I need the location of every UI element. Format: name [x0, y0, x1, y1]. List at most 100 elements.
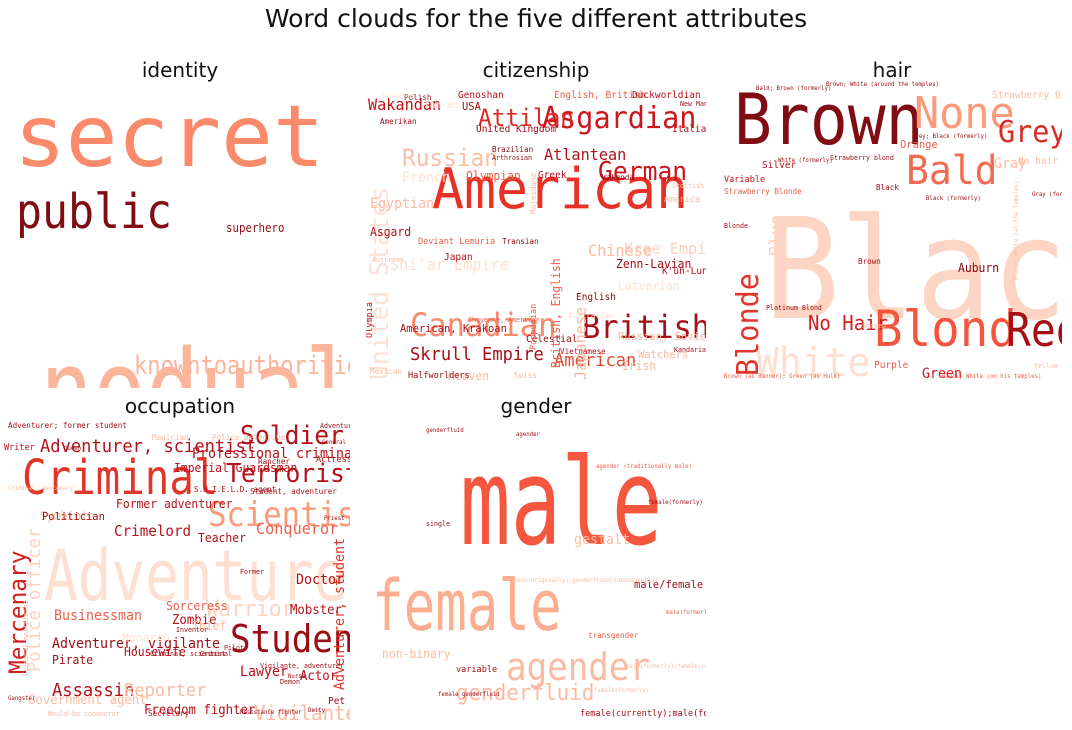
- word-occupation-63: Priest: [324, 516, 345, 522]
- word-occupation-27: Teacher: [198, 531, 246, 545]
- word-citizenship-23: Russian, Soviet: [618, 330, 706, 343]
- panel-title-hair: hair: [872, 58, 912, 82]
- word-citizenship-20: Zenn-Lavian: [616, 257, 691, 271]
- word-hair-15: Strawberry Blond: [992, 90, 1062, 101]
- word-citizenship-30: Heaven: [448, 369, 489, 383]
- word-occupation-6: Soldier: [240, 420, 344, 450]
- word-identity-1: nodual: [40, 328, 350, 388]
- word-hair-2: Blond: [874, 301, 1017, 358]
- word-gender-1: female: [372, 566, 562, 647]
- word-hair-26: Platinum Blond: [766, 304, 822, 312]
- panel-title-citizenship: citizenship: [482, 58, 590, 82]
- word-gender-17: male(originally);genderfluid(subsequentl…: [514, 578, 658, 584]
- word-citizenship-40: Poppupian: [529, 304, 539, 350]
- word-occupation-9: Warrior: [206, 597, 294, 623]
- word-occupation-3: Scientist: [208, 494, 350, 534]
- word-citizenship-4: German: [598, 155, 687, 186]
- word-occupation-28: Sorceress: [166, 599, 228, 613]
- word-occupation-52: Vigilante, adventurer: [260, 662, 344, 670]
- word-hair-16: Purple: [874, 360, 908, 371]
- word-occupation-50: Criminal: [200, 650, 232, 658]
- wordcloud-hair: BlackBrownBlondRedWhiteBlondeNoneBaldGre…: [722, 80, 1062, 380]
- word-citizenship-49: Polish: [404, 93, 431, 102]
- wordcloud-identity: secret nodual public knowntoauthorities supe…: [10, 88, 350, 388]
- word-hair-8: Grey: [998, 114, 1062, 149]
- word-hair-3: Red: [1006, 304, 1062, 358]
- word-occupation-32: Government agent: [28, 692, 147, 707]
- word-citizenship-9: American: [554, 351, 636, 372]
- word-citizenship-6: Russian: [402, 143, 498, 172]
- word-citizenship-8: Skrull Empire: [410, 345, 544, 366]
- word-gender-16: female genderfluid: [438, 692, 500, 698]
- word-citizenship-42: Halfworlders: [408, 371, 470, 381]
- word-identity-2: public: [16, 184, 172, 240]
- word-occupation-2: Student: [230, 616, 350, 661]
- word-citizenship-21: Latverian: [618, 279, 680, 293]
- word-hair-21: Strawberry Blonde: [724, 187, 802, 196]
- word-occupation-13: Police officer: [25, 528, 46, 672]
- word-citizenship-15: Chinese: [588, 242, 652, 260]
- word-hair-20: Brown: [858, 257, 881, 266]
- figure-title: Word clouds for the five different attri…: [264, 4, 808, 33]
- word-hair-13: Gray: [994, 156, 1026, 172]
- word-hair-0: Black: [764, 189, 1062, 352]
- word-gender-4: gestalt: [574, 532, 630, 548]
- word-occupation-21: Imperial Guardsman: [174, 461, 297, 475]
- word-occupation-11: Assassin: [52, 681, 134, 702]
- word-hair-23: Shaved: [862, 322, 886, 330]
- word-occupation-46: Inventor: [176, 626, 208, 634]
- word-occupation-24: Freedom fighter: [144, 702, 256, 717]
- word-occupation-20: Doctor: [296, 572, 344, 588]
- word-citizenship-10: Wakandan: [368, 96, 441, 114]
- word-gender-9: transgender: [588, 631, 639, 640]
- word-occupation-49: Deity: [308, 708, 326, 714]
- word-hair-19: Variable: [724, 175, 765, 185]
- word-citizenship-26: Irish: [622, 359, 656, 373]
- word-citizenship-24: Italian: [672, 124, 706, 135]
- word-gender-6: male/female: [634, 578, 703, 591]
- word-occupation-54: Former: [240, 568, 264, 576]
- word-occupation-43: S.H.I.E.L.D. agent: [194, 485, 276, 494]
- word-citizenship-34: Vietnamese: [560, 347, 606, 356]
- word-hair-22: Yellow: [1034, 362, 1059, 370]
- word-occupation-15: Adventurer, vigilante: [52, 636, 220, 652]
- word-gender-13: female(formerly): [648, 500, 703, 506]
- word-occupation-56: Adventurer: [320, 422, 350, 430]
- word-citizenship-55: Scottish: [672, 182, 704, 190]
- word-gender-0: male: [460, 434, 662, 573]
- word-citizenship-27: Greek: [538, 170, 567, 181]
- word-citizenship-35: Transian: [502, 237, 539, 246]
- word-occupation-39: Police Detective: [212, 433, 285, 442]
- word-citizenship-41: Olympia: [366, 302, 375, 338]
- word-occupation-31: Housewife: [124, 645, 186, 659]
- word-citizenship-46: Swiss: [514, 371, 537, 380]
- word-occupation-62: Criminal, mercenary: [8, 486, 74, 492]
- word-hair-11: Green: [922, 366, 962, 380]
- word-occupation-4: Mercenary: [4, 551, 32, 674]
- word-gender-14: male(formerly);female(currently): [666, 610, 706, 616]
- word-gender-12: agender (traditionally male): [596, 464, 692, 470]
- word-occupation-22: Former adventurer: [116, 497, 233, 511]
- word-citizenship-28: Olympian: [466, 169, 521, 183]
- word-hair-31: Black; White (on his temples): [942, 374, 1041, 380]
- word-occupation-1: Criminal: [22, 450, 218, 506]
- word-hair-6: None: [914, 88, 1015, 139]
- word-gender-2: agender: [506, 644, 650, 689]
- word-citizenship-16: British, English: [549, 258, 563, 368]
- word-occupation-0: Adventurer: [44, 535, 350, 617]
- word-occupation-5: Terrorist: [226, 457, 350, 488]
- word-gender-5: non-binary: [382, 647, 451, 661]
- word-citizenship-54: New Man: [680, 100, 706, 108]
- word-occupation-45: Student, adventurer: [250, 487, 337, 496]
- word-occupation-16: Crimelord: [114, 523, 191, 540]
- word-citizenship-38: Duckworldian: [632, 90, 701, 101]
- word-occupation-29: Symbiote: [40, 509, 95, 523]
- wordcloud-gender: malefemaleagendergenderfluidgestaltnon-b…: [366, 420, 706, 720]
- word-occupation-37: Writer: [4, 443, 35, 453]
- word-hair-36: Black; White (at the temples): [1014, 181, 1020, 280]
- word-citizenship-5: Attilan: [478, 103, 574, 132]
- word-occupation-10: Vigilante: [254, 702, 350, 720]
- word-occupation-53: Resistance fighter: [240, 710, 302, 716]
- word-citizenship-32: K'un-Lun: [662, 266, 706, 277]
